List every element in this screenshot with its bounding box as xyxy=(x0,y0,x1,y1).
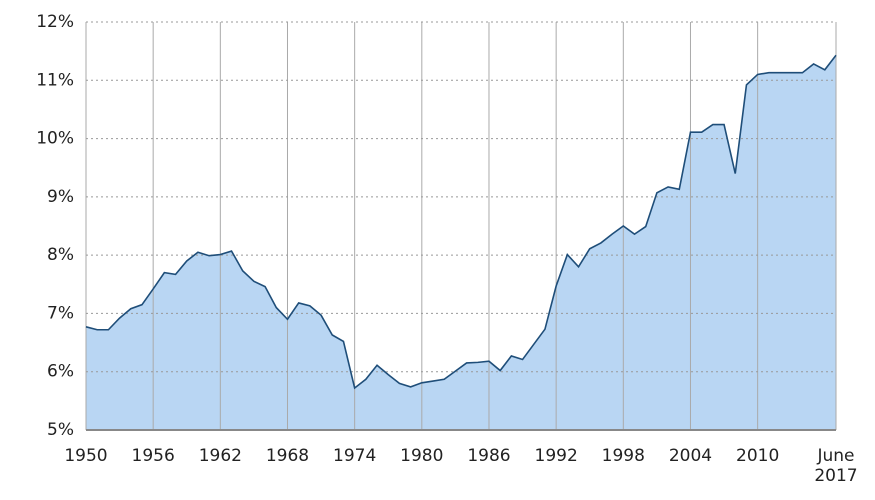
y-tick-label: 9% xyxy=(47,187,74,207)
x-tick-label: 1968 xyxy=(265,446,310,466)
y-tick-label: 11% xyxy=(36,70,74,90)
x-tick-label: 1950 xyxy=(64,446,108,466)
area xyxy=(86,55,836,430)
x-tick-label: 1980 xyxy=(400,446,444,466)
y-tick-label: 12% xyxy=(36,12,74,32)
x-tick-label: 1962 xyxy=(198,446,242,466)
x-tick-label: 2004 xyxy=(668,446,713,466)
y-tick-label: 8% xyxy=(47,245,74,265)
y-tick-label: 5% xyxy=(47,420,74,440)
y-tick-label: 6% xyxy=(47,362,74,382)
y-tick-label: 10% xyxy=(36,129,74,149)
x-tick-label: June 2017 xyxy=(814,446,858,486)
x-tick-label: 1998 xyxy=(601,446,645,466)
line xyxy=(85,54,837,390)
x-tick-label: 1956 xyxy=(131,446,175,466)
x-tick-label: 1992 xyxy=(534,446,578,466)
x-tick-label: 2010 xyxy=(736,446,780,466)
y-tick-label: 7% xyxy=(47,303,74,323)
x-tick-label: 1986 xyxy=(467,446,511,466)
x-tick-label: 1974 xyxy=(333,446,377,466)
